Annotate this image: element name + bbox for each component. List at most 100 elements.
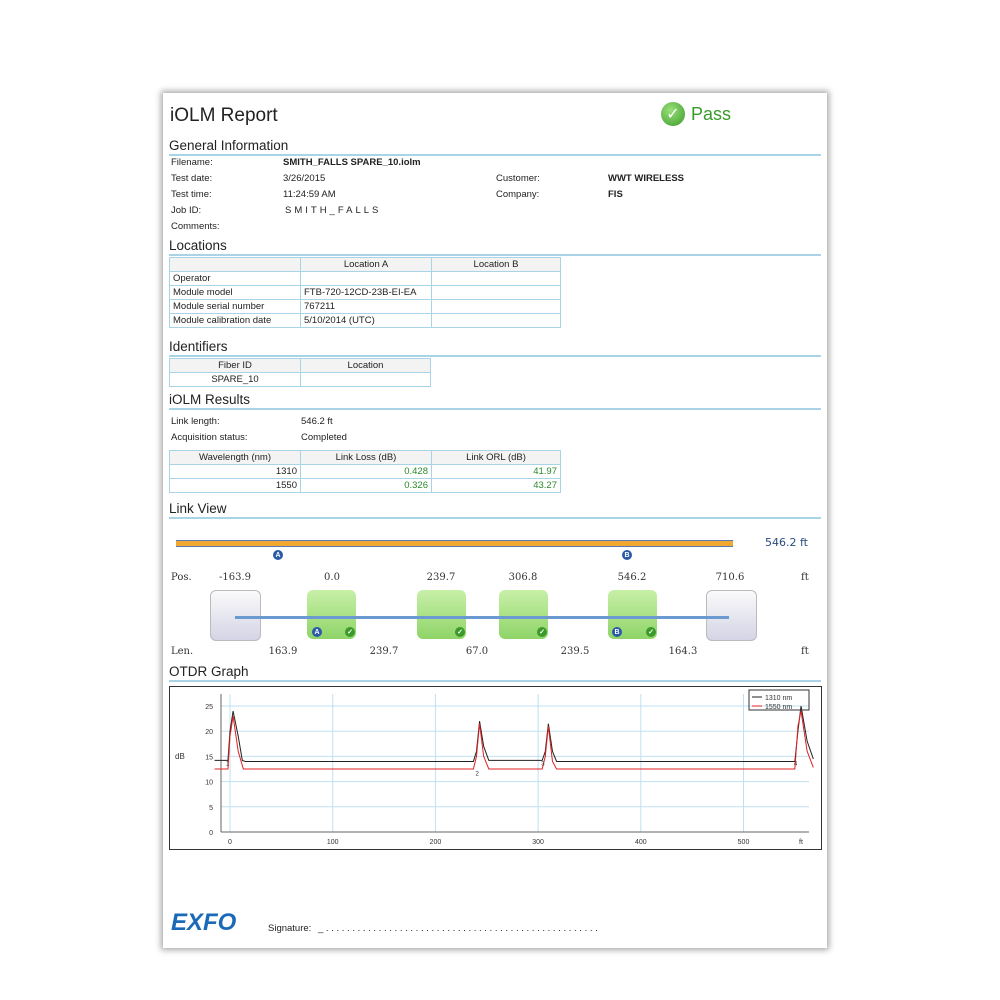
label: Filename:: [171, 157, 213, 168]
event-label: 3: [541, 761, 545, 767]
y-tick-label: 25: [205, 704, 213, 711]
event-label: 1: [226, 761, 230, 767]
y-tick-label: 20: [205, 729, 213, 736]
cell: [431, 299, 561, 314]
section-link-view: Link View: [169, 501, 821, 519]
label: Test date:: [171, 173, 213, 184]
cell: 5/10/2014 (UTC): [300, 313, 432, 328]
x-tick-label: 500: [738, 839, 750, 846]
label: Comments:: [171, 221, 220, 232]
col-header: Fiber ID: [169, 358, 301, 373]
pass-check-icon: ✓: [455, 627, 465, 637]
signature-label: Signature:: [268, 923, 312, 934]
unit-label: ft: [801, 646, 809, 657]
label: Company:: [496, 189, 540, 200]
test-time-value: 11:24:59 AM: [283, 189, 336, 200]
col-header: Location A: [300, 257, 432, 272]
cell: 1550: [169, 478, 301, 493]
event-label: 4: [794, 761, 798, 767]
cell: SPARE_10: [169, 372, 301, 387]
y-tick-label: 15: [205, 754, 213, 761]
length-value: 67.0: [465, 646, 489, 657]
company-value: FIS: [608, 189, 623, 200]
section-otdr: OTDR Graph: [169, 664, 821, 682]
table-row: Module calibration date 5/10/2014 (UTC): [169, 313, 561, 328]
acquisition-status-value: Completed: [301, 432, 347, 443]
pass-check-icon: ✓: [537, 627, 547, 637]
cell: [431, 313, 561, 328]
section-results: iOLM Results: [169, 392, 821, 410]
x-tick-label: 400: [635, 839, 647, 846]
label: Customer:: [496, 173, 540, 184]
label: Link length:: [171, 416, 220, 427]
pass-check-icon: ✓: [646, 627, 656, 637]
link-length-bar: [176, 540, 733, 547]
series-line: [214, 710, 814, 770]
check-circle-icon: ✓: [661, 102, 685, 126]
position-value: 306.8: [508, 572, 538, 583]
cell: [300, 372, 431, 387]
col-header: Location B: [431, 257, 561, 272]
pass-check-icon: ✓: [345, 627, 355, 637]
cell: 1310: [169, 464, 301, 479]
otdr-chart: 0 100 200 300 400 500 0 5 10 15 20 25 dB ft 1310 nm 155…: [169, 686, 822, 850]
cell: Operator: [169, 271, 301, 286]
label: Test time:: [171, 189, 212, 200]
y-axis-label: dB: [175, 752, 185, 761]
report-page: iOLM Report ✓ Pass General Information Fi…: [163, 93, 827, 948]
x-tick-label: 0: [228, 839, 232, 846]
length-value: 239.7: [369, 646, 399, 657]
label: Job ID:: [171, 205, 202, 216]
col-header: Wavelength (nm): [169, 450, 301, 465]
cell: Module serial number: [169, 299, 301, 314]
y-tick-label: 5: [209, 805, 213, 812]
cell: 41.97: [431, 464, 561, 479]
len-label: Len.: [171, 646, 194, 657]
y-tick-label: 10: [205, 780, 213, 787]
length-value: 163.9: [268, 646, 298, 657]
link-total-length: 546.2 ft: [765, 536, 808, 549]
cell: 767211: [300, 299, 432, 314]
results-table: Wavelength (nm) Link Loss (dB) Link ORL (d…: [169, 450, 561, 493]
position-value: -163.9: [218, 572, 251, 583]
y-tick-label: 0: [209, 830, 213, 837]
col-header: Link Loss (dB): [300, 450, 432, 465]
section-locations: Locations: [169, 238, 821, 256]
legend-box: [748, 689, 810, 711]
marker-icon: A: [312, 627, 322, 637]
col-header: Link ORL (dB): [431, 450, 561, 465]
marker-b-icon: B: [622, 550, 632, 560]
pass-status: ✓ Pass: [661, 102, 731, 126]
cell: FTB-720-12CD-23B-EI-EA: [300, 285, 432, 300]
receive-fiber-box[interactable]: [706, 590, 757, 641]
fiber-line: [235, 616, 729, 619]
identifiers-table: Fiber ID Location SPARE_10: [169, 358, 431, 387]
unit-label: ft: [801, 572, 809, 583]
legend-entry: 1310 nm: [765, 695, 792, 702]
length-value: 164.3: [668, 646, 698, 657]
position-value: 0.0: [324, 572, 340, 583]
x-unit-label: ft: [799, 839, 803, 846]
x-tick-label: 300: [532, 839, 544, 846]
position-value: 546.2: [617, 572, 647, 583]
cell: [431, 285, 561, 300]
test-date-value: 3/26/2015: [283, 173, 326, 184]
x-tick-label: 100: [327, 839, 339, 846]
table-row: SPARE_10: [169, 372, 431, 387]
cell: 0.326: [300, 478, 432, 493]
cell: 43.27: [431, 478, 561, 493]
launch-fiber-box[interactable]: [210, 590, 261, 641]
col-header: [169, 257, 301, 272]
table-row: Module model FTB-720-12CD-23B-EI-EA: [169, 285, 561, 300]
filename-value: SMITH_FALLS SPARE_10.iolm: [283, 157, 421, 168]
cell: Module model: [169, 285, 301, 300]
table-row: 1310 0.428 41.97: [169, 464, 561, 479]
table-row: Module serial number 767211: [169, 299, 561, 314]
exfo-logo: EXFO: [171, 909, 237, 936]
marker-icon: B: [612, 627, 622, 637]
position-value: 239.7: [426, 572, 456, 583]
signature-line[interactable]: _ . . . . . . . . . . . . . . . . . . . …: [318, 923, 598, 934]
table-row: Operator: [169, 271, 561, 286]
section-identifiers: Identifiers: [169, 339, 821, 357]
pos-label: Pos.: [171, 572, 192, 583]
